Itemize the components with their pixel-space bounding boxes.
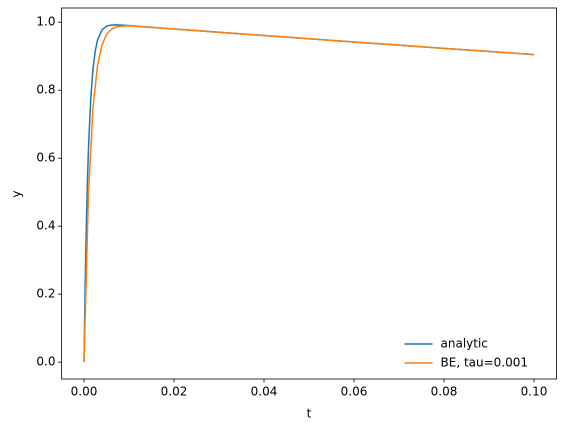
data-line xyxy=(83,24,535,363)
x-tick-label: 0.04 xyxy=(251,385,278,399)
y-tick-label: 0.2 xyxy=(36,287,55,301)
x-tick-label: 0.00 xyxy=(71,385,98,399)
x-tick-label: 0.02 xyxy=(161,385,188,399)
x-tick-label: 0.08 xyxy=(431,385,458,399)
y-tick-label: 1.0 xyxy=(36,15,55,29)
legend-label: BE, tau=0.001 xyxy=(441,356,529,370)
data-line xyxy=(83,25,535,363)
x-tick-label: 0.06 xyxy=(341,385,368,399)
y-axis-label: y xyxy=(10,190,24,197)
y-tick-label: 0.6 xyxy=(36,151,55,165)
x-tick-label: 0.10 xyxy=(521,385,548,399)
plot-frame xyxy=(61,7,557,380)
legend-label: analytic xyxy=(441,337,488,351)
y-tick-label: 0.8 xyxy=(36,83,55,97)
x-axis-label: t xyxy=(307,407,312,421)
y-tick-label: 0.4 xyxy=(36,219,55,233)
y-tick-label: 0.0 xyxy=(36,355,55,369)
